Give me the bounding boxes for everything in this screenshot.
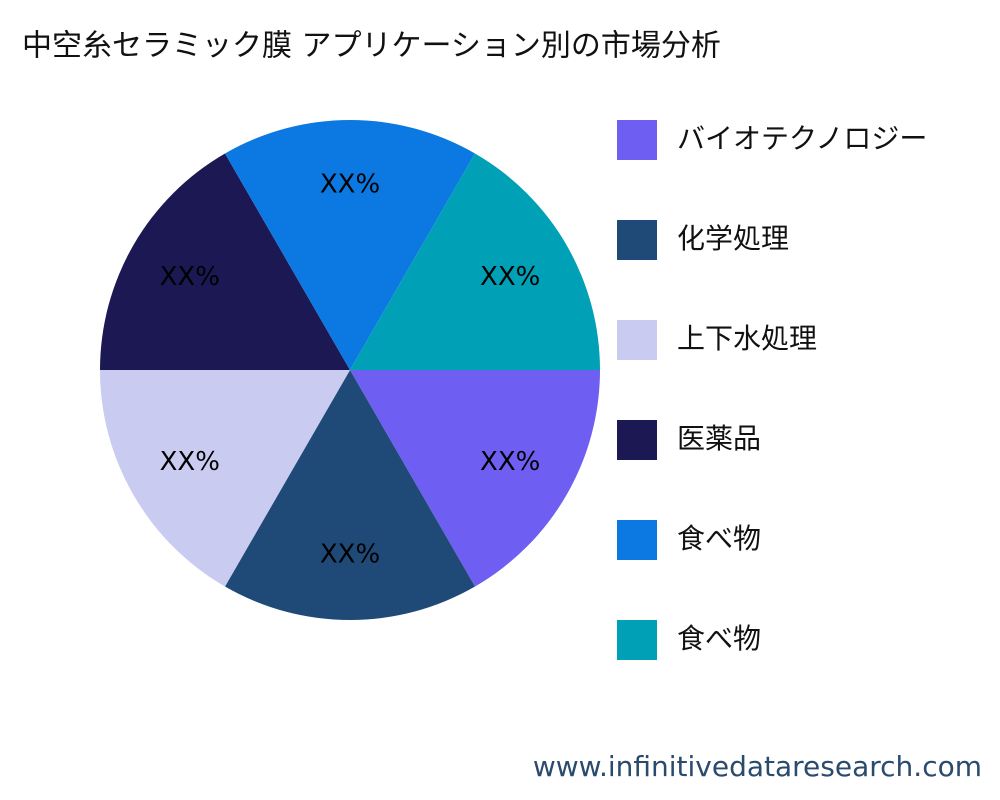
legend-label: 上下水処理	[677, 322, 817, 355]
pie-slice	[100, 153, 350, 370]
legend-swatch	[617, 520, 657, 560]
value-label: XX%	[320, 540, 380, 570]
value-label: XX%	[480, 447, 540, 477]
pie-slice	[225, 119, 475, 370]
legend-swatch	[617, 220, 657, 260]
legend-swatch	[617, 620, 657, 660]
pie-slice	[350, 370, 600, 587]
chart-title: 中空糸セラミック膜 アプリケーション別の市場分析	[22, 29, 721, 64]
legend-label: 医薬品	[677, 422, 761, 455]
legend-label: 化学処理	[677, 222, 789, 255]
pie-slice	[350, 153, 600, 370]
value-label: XX%	[480, 262, 540, 292]
pie-slice	[100, 370, 350, 587]
value-label: XX%	[320, 170, 380, 200]
legend-swatch	[617, 120, 657, 160]
legend-swatch	[617, 320, 657, 360]
source-link: www.infinitivedataresearch.com	[533, 750, 982, 783]
legend-swatch	[617, 420, 657, 460]
legend-label: 食べ物	[677, 622, 761, 655]
legend-label: 食べ物	[677, 522, 761, 555]
value-label: XX%	[160, 262, 220, 292]
legend-label: バイオテクノロジー	[677, 122, 927, 155]
value-label: XX%	[160, 447, 220, 477]
pie-slice	[225, 370, 475, 620]
